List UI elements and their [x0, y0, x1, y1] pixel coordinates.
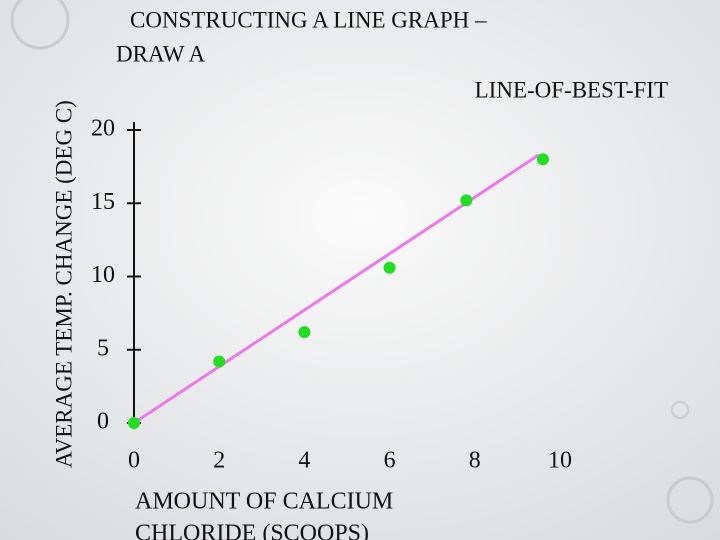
droplet [10, 0, 70, 50]
x-tick-label: 10 [548, 448, 572, 474]
x-tick-label: 4 [298, 448, 310, 474]
y-tick-label: 0 [97, 409, 109, 435]
x-axis-label: CHLORIDE (SCOOPS) [135, 521, 369, 540]
title-line: DRAW A [116, 41, 205, 66]
x-tick-label: 0 [128, 448, 140, 474]
y-axis-label: AVERAGE TEMP. CHANGE (DEG C) [51, 100, 76, 468]
data-point [128, 417, 140, 429]
data-point [383, 261, 396, 274]
y-tick-label: 15 [91, 189, 115, 215]
title-line: CONSTRUCTING A LINE GRAPH – [130, 7, 487, 32]
data-point [536, 153, 549, 166]
data-point [298, 326, 311, 339]
droplet [671, 401, 689, 419]
data-point [460, 194, 473, 207]
x-tick-label: 2 [213, 448, 225, 474]
y-tick-label: 5 [97, 335, 109, 361]
y-tick-label: 20 [91, 116, 115, 142]
title-line: LINE-OF-BEST-FIT [475, 77, 668, 102]
x-axis-label: AMOUNT OF CALCIUM [135, 489, 393, 515]
y-tick-label: 10 [91, 262, 115, 288]
x-tick-label: 8 [469, 448, 481, 474]
droplet [666, 476, 714, 524]
x-tick-label: 6 [384, 448, 396, 474]
data-point [213, 355, 226, 368]
